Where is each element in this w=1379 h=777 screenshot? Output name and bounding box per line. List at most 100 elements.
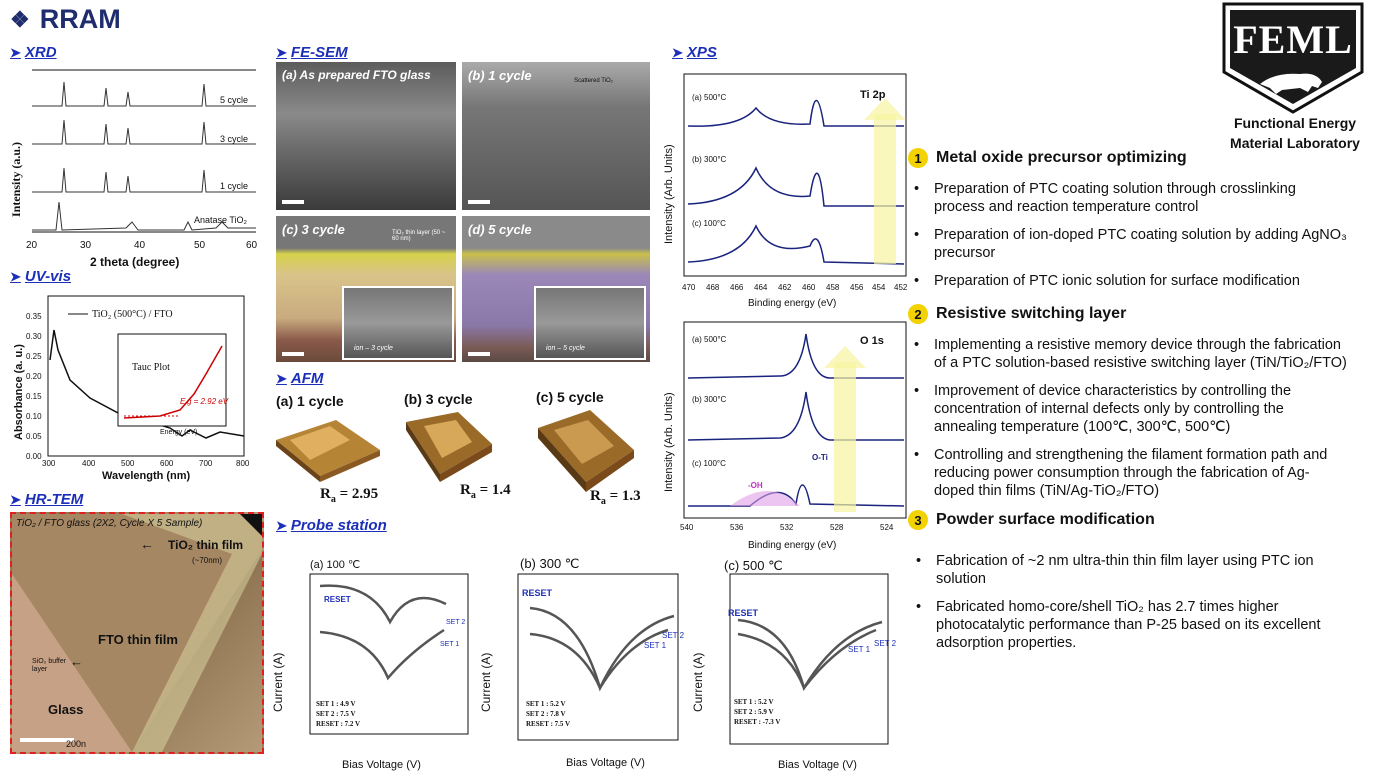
list-item: • Implementing a resistive memory device … — [914, 336, 1348, 372]
fesem-b-label: (b) 1 cycle — [468, 68, 532, 83]
section-hrtem-label: HR-TEM — [24, 491, 84, 508]
uvvis-ytick: 0.35 — [26, 312, 42, 321]
xrd-trace-label-anatase: Anatase TiO₂ — [194, 215, 248, 225]
iv-a-set2: SET 2 — [446, 619, 465, 626]
ra-sub: a — [470, 490, 476, 501]
xrd-trace-label-3: 3 cycle — [220, 134, 248, 144]
xrd-trace-label-1: 1 cycle — [220, 181, 248, 191]
list-item: • Fabrication of ~2 nm ultra-thin thin fi… — [916, 552, 1348, 588]
uvvis-xlabel: Wavelength (nm) — [102, 470, 191, 482]
list-item-text: Preparation of PTC ionic solution for su… — [934, 273, 1300, 289]
feml-logo: FEML — [1220, 2, 1366, 114]
afm-image-a — [276, 420, 380, 482]
list-item-text: Implementing a resistive memory device t… — [934, 337, 1347, 371]
xps-ti-xlabel: Binding energy (eV) — [748, 298, 836, 309]
xps-o-chart: Intensity (Arb. Units) (a) 500°C (b) 300… — [660, 316, 910, 556]
xrd-xtick: 20 — [26, 240, 38, 251]
iv-c-set1: SET 1 — [848, 645, 871, 654]
eg-label: E g = 2.92 eV — [180, 397, 229, 406]
section-afm-label: AFM — [290, 370, 324, 387]
iv-a-ylabel: Current (A) — [271, 653, 285, 712]
xps-ti-trace-300: (b) 300°C — [692, 155, 727, 164]
uvvis-ytick: 0.30 — [26, 332, 42, 341]
page-title: ❖ RRAM — [10, 4, 121, 35]
hrtem-header: TiO₂ / FTO glass (2X2, Cycle X 5 Sample) — [16, 518, 203, 529]
ra-sub: a — [330, 494, 336, 505]
hrtem-scalebar — [20, 738, 74, 742]
iv-c-title: (c) 500 ℃ — [724, 558, 783, 573]
iv-b-title: (b) 300 ℃ — [520, 556, 579, 571]
arrow-bullet-icon: ➤ — [276, 517, 287, 533]
arrow-bullet-icon: ➤ — [276, 44, 287, 60]
fesem-d-inset: ion – 5 cycle — [534, 286, 646, 360]
iv-c-reset-value: RESET : -7.3 V — [734, 718, 780, 726]
iv-a-xlabel: Bias Voltage (V) — [342, 759, 421, 771]
xrd-xtick: 60 — [246, 240, 258, 251]
right-column: 1 Metal oxide precursor optimizing • Prep… — [908, 148, 1348, 662]
uvvis-legend: TiO₂ (500°C) / FTO — [92, 309, 173, 320]
iv-c-set2-value: SET 2 : 5.9 V — [734, 708, 774, 716]
uvvis-xtick: 300 — [42, 459, 56, 468]
hrtem-scale-label: 200n — [66, 739, 87, 749]
iv-b-ylabel: Current (A) — [479, 653, 493, 712]
fesem-scalebar — [468, 200, 490, 204]
fesem-scalebar — [468, 352, 490, 356]
fesem-panel-c: (c) 3 cycle TiO₂ thin layer (50 ~ 60 nm)… — [276, 216, 456, 362]
iv-a-set2-value: SET 2 : 7.5 V — [316, 710, 356, 718]
xps-ti-xtick: 456 — [850, 283, 864, 292]
ra-eq: = — [605, 488, 622, 504]
hrtem-sio2-label: SiO₂ buffer layer — [32, 658, 67, 673]
list-item: • Preparation of PTC ionic solution for s… — [914, 272, 1348, 290]
uvvis-ytick: 0.05 — [26, 432, 42, 441]
xps-o-title: O 1s — [860, 335, 884, 347]
xrd-xtick: 50 — [194, 240, 206, 251]
iv-b-set1: SET 1 — [644, 641, 667, 650]
fesem-d-label: (d) 5 cycle — [468, 222, 532, 237]
fesem-a-label: (a) As prepared FTO glass — [282, 68, 431, 82]
list-item-text: Improvement of device characteristics by… — [934, 383, 1292, 435]
xrd-xtick: 40 — [134, 240, 146, 251]
lab-caption-1: Functional Energy — [1233, 115, 1357, 131]
xps-o-trace-500: (a) 500°C — [692, 335, 727, 344]
section-probe: ➤ Probe station — [276, 517, 387, 534]
bullet-icon: • — [914, 273, 920, 289]
hrtem-image: TiO₂ / FTO glass (2X2, Cycle X 5 Sample)… — [10, 512, 264, 754]
uvvis-ytick: 0.10 — [26, 412, 42, 421]
fesem-panel-b: (b) 1 cycle Scattered TiO₂ — [462, 62, 650, 210]
xps-o-trace-300: (b) 300°C — [692, 395, 727, 404]
ra-eq: = — [475, 482, 492, 498]
xps-ti-xtick: 468 — [706, 283, 720, 292]
hrtem-film-label: TiO₂ thin film — [168, 538, 244, 552]
xps-o-xtick: 536 — [730, 523, 744, 532]
afm-ra-a: Ra = 2.95 — [320, 486, 378, 505]
iv-b-set2-value: SET 2 : 7.8 V — [526, 710, 566, 718]
fesem-panel-a: (a) As prepared FTO glass — [276, 62, 456, 210]
tauc-title: Tauc Plot — [132, 362, 170, 373]
fesem-d-inset-label: ion – 5 cycle — [546, 345, 585, 352]
iv-b-reset-value: RESET : 7.5 V — [526, 720, 570, 728]
diamond-bullet-icon: ❖ — [10, 6, 30, 32]
xps-ti-xtick: 464 — [754, 283, 768, 292]
arrow-bullet-icon: ➤ — [672, 44, 683, 60]
ra-prefix: R — [460, 482, 471, 498]
section-afm: ➤ AFM — [276, 370, 323, 387]
bullet-icon: • — [914, 337, 920, 353]
iv-chart-a: (a) 100 ℃ Current (A) RESET SET 2 SET 1 … — [270, 552, 482, 772]
xps-oti-label: O-Ti — [812, 453, 828, 462]
list-item-text: Preparation of ion-doped PTC coating sol… — [934, 227, 1347, 261]
xps-ti-ylabel: Intensity (Arb. Units) — [663, 144, 675, 244]
uvvis-xtick: 500 — [121, 459, 135, 468]
title-text: RRAM — [39, 4, 121, 34]
arrow-bullet-icon: ➤ — [10, 44, 21, 60]
uvvis-xtick: 700 — [199, 459, 213, 468]
section-xps: ➤ XPS — [672, 44, 717, 61]
arrow-bullet-icon: ➤ — [276, 370, 287, 386]
xrd-xlabel: 2 theta (degree) — [90, 255, 179, 269]
section-fesem: ➤ FE-SEM — [276, 44, 348, 61]
list-item-text: Fabricated homo-core/shell TiO₂ has 2.7 … — [936, 599, 1321, 651]
iv-b-xlabel: Bias Voltage (V) — [566, 757, 645, 769]
fesem-c-inset: ion – 3 cycle — [342, 286, 454, 360]
lab-caption-2: Material Laboratory — [1230, 135, 1360, 151]
arrow-left-icon: ← — [70, 654, 83, 669]
xps-ti-xtick: 466 — [730, 283, 744, 292]
